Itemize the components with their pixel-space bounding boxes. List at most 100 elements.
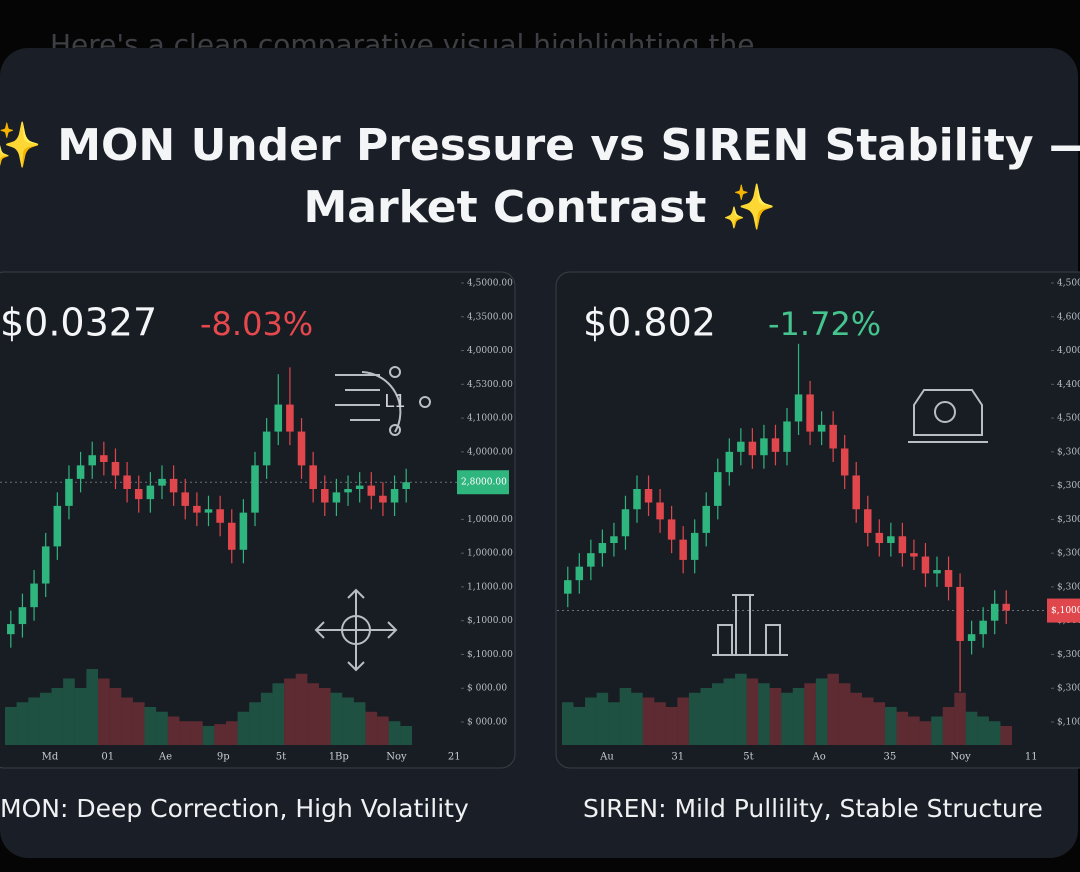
- change: -1.72%: [768, 305, 881, 343]
- candle-body: [621, 509, 630, 537]
- volume-bar: [919, 721, 932, 745]
- caption: MON: Deep Correction, High Volatility: [0, 794, 469, 823]
- price-badge-label: $,1000.00: [1051, 606, 1080, 616]
- volume-bar: [5, 707, 17, 745]
- candle-body: [309, 465, 317, 489]
- volume-bar: [156, 711, 168, 745]
- y-tick-label: 4,0000.00: [1057, 346, 1080, 356]
- change: -8.03%: [200, 305, 313, 343]
- y-tick-label: 4,1000.00: [467, 414, 513, 424]
- volume-bar: [885, 707, 897, 745]
- volume-bar: [388, 721, 401, 745]
- icon-cross: [314, 588, 398, 672]
- x-tick-label: 01: [101, 752, 114, 763]
- price: $0.0327: [0, 301, 157, 345]
- y-tick-label: $,3000.00: [1057, 481, 1080, 491]
- candle-body: [18, 607, 27, 625]
- volume-bar: [132, 702, 145, 745]
- volume-bar: [700, 688, 712, 745]
- y-tick-label: 4,3500.00: [467, 312, 513, 322]
- candle-body: [817, 424, 826, 432]
- volume-bar: [873, 702, 886, 745]
- volume-bar: [838, 683, 851, 745]
- y-tick-label: $,1000.00: [467, 650, 513, 660]
- candle-body: [100, 455, 108, 462]
- volume-bar: [712, 683, 724, 745]
- volume-bar: [51, 688, 64, 745]
- volume-bar: [896, 711, 909, 745]
- volume-bar: [365, 711, 378, 745]
- x-tick-label: 35: [883, 752, 896, 763]
- volume-bar: [642, 697, 655, 745]
- candle-body: [41, 546, 50, 584]
- candle-body: [251, 465, 259, 513]
- volume-bar: [167, 716, 180, 745]
- candle-body: [898, 536, 907, 554]
- volume-bar: [631, 692, 643, 745]
- volume-bar: [688, 692, 701, 745]
- volume-bar: [249, 702, 261, 745]
- volume-bar: [342, 697, 354, 745]
- candle-body: [1002, 603, 1010, 611]
- candle-body: [910, 553, 918, 557]
- y-tick-label: $,3000.00: [1057, 515, 1080, 525]
- candle-body: [864, 509, 872, 533]
- candle-body: [379, 495, 387, 503]
- y-tick-label: $,3000.00: [1057, 650, 1080, 660]
- y-tick-label: 1,0000.00: [467, 549, 513, 559]
- candle-body: [933, 570, 941, 574]
- x-tick-label: Ae: [158, 752, 172, 763]
- y-tick-label: $,1000.00: [1057, 718, 1080, 728]
- candle-body: [587, 553, 595, 567]
- volume-bar: [98, 678, 110, 745]
- candle-body: [239, 512, 248, 550]
- candle-body: [725, 451, 734, 473]
- candle-body: [771, 438, 780, 452]
- y-tick-label: $,3000.00: [1057, 447, 1080, 457]
- candle-body: [169, 478, 178, 493]
- volume-bar: [272, 683, 285, 745]
- volume-bar: [284, 678, 296, 745]
- volume-bar: [954, 692, 966, 745]
- icon-label: L1: [384, 391, 405, 412]
- candle-body: [262, 431, 271, 466]
- candle-body: [829, 424, 837, 449]
- candle-body: [181, 492, 190, 506]
- price-badge: [1047, 598, 1080, 623]
- candle-body: [216, 509, 224, 523]
- x-tick-label: 5t: [276, 752, 286, 763]
- y-tick-label: 4,5000.00: [1057, 279, 1080, 289]
- volume-bar: [758, 683, 770, 745]
- volume-bar: [202, 726, 215, 745]
- candle-body: [840, 448, 849, 476]
- volume-bar: [815, 678, 828, 745]
- y-tick-label: $ 000.00: [467, 718, 507, 728]
- candle-body: [748, 441, 757, 456]
- volume-bar: [988, 721, 1001, 745]
- price: $0.802: [583, 301, 716, 345]
- volume-bar: [144, 707, 157, 745]
- candle-body: [610, 536, 618, 544]
- volume-bar: [977, 716, 989, 745]
- candle-body: [390, 488, 399, 503]
- y-tick-label: 4,5300.00: [467, 380, 513, 390]
- volume-bar: [608, 702, 620, 745]
- candle-body: [667, 519, 676, 540]
- volume-bar: [665, 707, 678, 745]
- candle-body: [564, 580, 572, 594]
- candle-body: [875, 532, 884, 544]
- candle-body: [7, 624, 15, 635]
- volume-bar: [804, 683, 816, 745]
- y-tick-label: 4,5000.00: [467, 279, 513, 289]
- volume-bar: [121, 697, 133, 745]
- candle-body: [332, 492, 341, 503]
- candle-body: [30, 583, 38, 608]
- volume-bar: [1000, 726, 1012, 745]
- candle-body: [598, 543, 607, 554]
- candle-body: [402, 482, 410, 489]
- volume-bar: [965, 711, 978, 745]
- candle-body: [690, 532, 699, 560]
- candle-body: [204, 509, 213, 513]
- candle-body: [88, 455, 96, 466]
